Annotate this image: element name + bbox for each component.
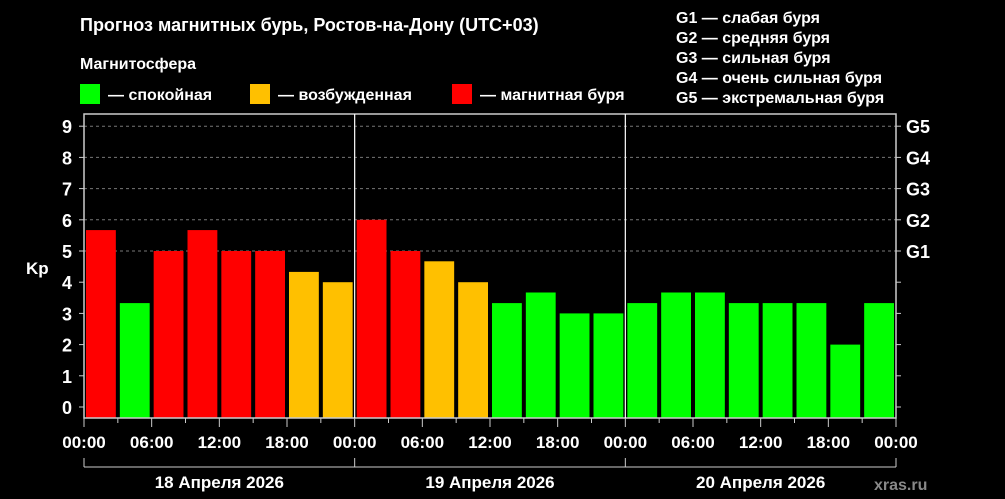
- bar: [559, 313, 590, 418]
- g-tick-label: G5: [906, 117, 930, 137]
- g-legend-item: G3 — сильная буря: [676, 50, 831, 67]
- y-tick-label: 6: [62, 211, 72, 231]
- bar: [424, 261, 455, 418]
- bar: [728, 303, 759, 418]
- x-tick-label: 18:00: [265, 433, 308, 452]
- bar: [525, 292, 556, 418]
- g-tick-label: G4: [906, 148, 930, 168]
- bar: [492, 303, 522, 418]
- y-tick-label: 8: [62, 148, 72, 168]
- y-tick-label: 5: [62, 242, 72, 262]
- g-legend-item: G5 — экстремальная буря: [676, 90, 884, 107]
- x-tick-label: 12:00: [198, 433, 241, 452]
- bar: [289, 271, 319, 418]
- bar: [153, 251, 184, 418]
- bar: [255, 251, 285, 418]
- watermark: xras.ru: [874, 477, 927, 494]
- chart-title: Прогноз магнитных бурь, Ростов-на-Дону (…: [80, 15, 539, 35]
- x-tick-label: 06:00: [671, 433, 714, 452]
- bar: [119, 303, 150, 418]
- bar: [762, 303, 793, 418]
- legend-label: — спокойная: [108, 87, 212, 104]
- legend-swatch: [80, 84, 100, 104]
- x-tick-label: 06:00: [130, 433, 173, 452]
- y-axis-label: Kp: [26, 259, 49, 278]
- legend: — спокойная — возбужденная — магнитная бур…: [80, 84, 625, 104]
- legend-swatch: [250, 84, 270, 104]
- bar: [187, 230, 218, 418]
- bar: [796, 303, 827, 418]
- day-label: 20 Апреля 2026: [696, 473, 825, 492]
- x-tick-label: 00:00: [62, 433, 105, 452]
- bar: [221, 251, 252, 418]
- x-tick-label: 06:00: [401, 433, 444, 452]
- bar: [458, 282, 488, 418]
- y-tick-label: 0: [62, 398, 72, 418]
- bar: [86, 230, 116, 418]
- day-label: 19 Апреля 2026: [425, 473, 554, 492]
- y-tick-label: 1: [62, 367, 72, 387]
- g-legend-item: G4 — очень сильная буря: [676, 70, 882, 87]
- x-tick-label: 12:00: [739, 433, 782, 452]
- bar: [830, 344, 861, 418]
- bar: [661, 292, 691, 418]
- x-tick-label: 00:00: [874, 433, 917, 452]
- g-tick-label: G1: [906, 242, 930, 262]
- x-tick-label: 18:00: [807, 433, 850, 452]
- legend-label: — магнитная буря: [480, 87, 625, 104]
- legend-label: — возбужденная: [278, 87, 412, 104]
- g-scale-legend: G1 — слабая буря G2 — средняя буря G3 — си…: [676, 10, 884, 107]
- axes: 0 1 2 3 4 5 6 7 8 9 G1 G2 G3 G4 G5 00:00 06:00 12:00 18:00…: [62, 113, 930, 492]
- y-tick-label: 2: [62, 336, 72, 356]
- bar: [695, 292, 725, 418]
- y-tick-label: 4: [62, 273, 72, 293]
- x-tick-label: 12:00: [468, 433, 511, 452]
- legend-swatch: [452, 84, 472, 104]
- legend-title: Магнитосфера: [80, 56, 196, 73]
- x-tick-label: 18:00: [536, 433, 579, 452]
- g-legend-item: G1 — слабая буря: [676, 10, 820, 27]
- bar: [322, 282, 353, 418]
- bars: [86, 219, 894, 418]
- y-tick-label: 9: [62, 117, 72, 137]
- y-tick-label: 7: [62, 180, 72, 200]
- bar: [593, 313, 624, 418]
- bar: [356, 219, 387, 418]
- x-tick-label: 00:00: [333, 433, 376, 452]
- bar: [864, 303, 894, 418]
- bar: [627, 303, 658, 418]
- y-tick-label: 3: [62, 304, 72, 324]
- x-tick-label: 00:00: [604, 433, 647, 452]
- day-label: 18 Апреля 2026: [155, 473, 284, 492]
- g-tick-label: G2: [906, 211, 930, 231]
- bar: [390, 251, 421, 418]
- g-tick-label: G3: [906, 180, 930, 200]
- g-legend-item: G2 — средняя буря: [676, 30, 830, 47]
